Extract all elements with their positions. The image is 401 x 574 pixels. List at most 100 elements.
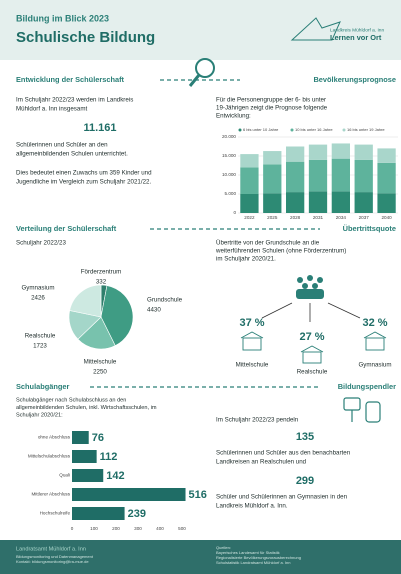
- text-line: Kontakt: bildungsmonitoring@lra-mue.de: [16, 559, 89, 564]
- logo-big: Lernen vor Ort: [330, 33, 382, 42]
- value-label: 142: [106, 470, 124, 482]
- y-tick-label: 0: [233, 210, 236, 215]
- bar-segment: [354, 159, 373, 193]
- header-band: [0, 0, 401, 60]
- x-tick-label: 200: [112, 526, 120, 531]
- text-line: Jugendliche im Vergleich zum Schuljahr 2…: [16, 179, 151, 186]
- school: Mittelschule: [236, 362, 269, 369]
- x-tick-label: 2034: [336, 215, 347, 220]
- x-tick-label: 2028: [290, 215, 301, 220]
- slice-value: 2250: [93, 369, 107, 376]
- school-icons: [240, 331, 387, 364]
- pie-slice: [100, 285, 134, 347]
- y-tick-label: Quali: [59, 473, 70, 478]
- legend-swatch: [238, 128, 242, 132]
- footer-band: [0, 540, 401, 574]
- x-tick-label: 100: [90, 526, 98, 531]
- y-tick-label: Hochschulreife: [40, 511, 71, 516]
- bar: [72, 488, 186, 501]
- footer-org: Landratsamt Mühldorf a. Inn: [16, 546, 86, 552]
- x-tick-label: 500: [178, 526, 186, 531]
- number: 299: [296, 475, 314, 487]
- arrows: [261, 302, 361, 322]
- slice-value: 2426: [31, 295, 45, 302]
- logo-shape: [290, 17, 341, 41]
- section-heading: Verteilung der Schülerschaft: [16, 224, 117, 233]
- bar-segment: [240, 154, 259, 168]
- bar-segment: [308, 144, 328, 160]
- y-tick-label: Mittlerer Abschluss: [31, 492, 70, 497]
- value-label: 239: [128, 508, 146, 520]
- text-line: Schulabgänger nach Schulabschluss an den: [16, 397, 126, 403]
- value-label: 76: [92, 432, 104, 444]
- x-tick-label: 2022: [244, 215, 255, 220]
- x-tick-label: 400: [156, 526, 164, 531]
- bar-segment: [354, 192, 373, 213]
- bar: [72, 450, 97, 463]
- x-tick-label: 2031: [313, 215, 324, 220]
- bar-segment: [240, 194, 259, 213]
- y-tick-label: 10.000: [222, 172, 236, 177]
- value-label: 112: [100, 451, 118, 463]
- school: Realschule: [297, 369, 328, 376]
- section-heading: Bevölkerungsprognose: [313, 75, 396, 84]
- bar: [72, 469, 104, 482]
- text-line: Regionalisierte Bevölkerungsvorausberech…: [216, 555, 301, 560]
- bar-segment: [331, 191, 350, 213]
- bar-segment: [354, 144, 373, 160]
- slice-value: 332: [96, 279, 107, 286]
- legend-label: 16 bis unter 19 Jahre: [347, 127, 385, 132]
- bar-segment: [240, 167, 259, 194]
- logo-small: Landkreis Mühldorf a. Inn: [330, 27, 384, 33]
- text-line: Mühldorf a. Inn insgesamt: [16, 106, 87, 113]
- section-heading: Entwicklung der Schülerschaft: [16, 75, 125, 84]
- text-line: Schülerinnen und Schüler aus den benachb…: [216, 450, 351, 457]
- bar-segment: [286, 192, 305, 213]
- bar-segment: [377, 193, 396, 213]
- text-line: Schülerinnen und Schüler an den: [16, 142, 108, 149]
- bar-segment: [263, 193, 282, 213]
- text-line: Im Schuljahr 2022/23 pendeln: [216, 417, 299, 424]
- y-tick-label: 20.000: [222, 134, 236, 139]
- x-tick-label: 2037: [359, 215, 370, 220]
- subtitle: Schuljahr 2022/23: [16, 240, 66, 247]
- bar-segment: [377, 162, 396, 194]
- slice-label: Realschule: [25, 333, 56, 340]
- text-line: Landkreis Mühldorf a. Inn.: [216, 503, 288, 510]
- slice-label: Gymnasium: [21, 285, 54, 292]
- bar-segment: [308, 191, 328, 213]
- x-tick-label: 2025: [267, 215, 278, 220]
- text-line: weiterführenden Schulen (ohne Förderzent…: [215, 248, 346, 255]
- bar-segment: [263, 151, 282, 165]
- magnifier-icon: [195, 58, 215, 78]
- text-line: im Schuljahr 2020/21.: [216, 256, 276, 263]
- slice-value: 4430: [147, 307, 161, 314]
- bar-segment: [377, 148, 396, 163]
- text-line: Schüler und Schülerinnen an Gymnasien in…: [216, 494, 348, 501]
- text-line: Für die Personengruppe der 6- bis unter: [216, 97, 326, 104]
- text-line: Schulstatistik Landratsamt Mühldorf a. I…: [216, 560, 290, 565]
- share: 27 %: [299, 331, 324, 343]
- legend-label: 10 bis unter 16 Jahre: [295, 127, 333, 132]
- text-line: 19-Jährigen zeigt die Prognose folgende: [216, 105, 328, 112]
- pie-slice: [69, 284, 102, 318]
- people-icon: [296, 275, 324, 299]
- text-line: Quellen:: [216, 545, 231, 550]
- commuter-icons: [343, 397, 381, 423]
- bar-segment: [331, 143, 350, 159]
- school: Gymnasium: [358, 362, 391, 369]
- share: 32 %: [362, 317, 387, 329]
- bar-segment: [331, 158, 350, 192]
- x-tick-label: 2040: [381, 215, 392, 220]
- pie-slice: [77, 316, 116, 350]
- value-label: 516: [189, 489, 207, 501]
- legend-swatch: [290, 128, 294, 132]
- text-line: Schuljahr 2020/21:: [16, 412, 63, 418]
- total: 11.161: [83, 122, 116, 134]
- x-tick-label: 0: [71, 526, 74, 531]
- x-tick-label: 300: [134, 526, 142, 531]
- slice-label: Grundschule: [147, 297, 183, 304]
- bar: [72, 431, 89, 444]
